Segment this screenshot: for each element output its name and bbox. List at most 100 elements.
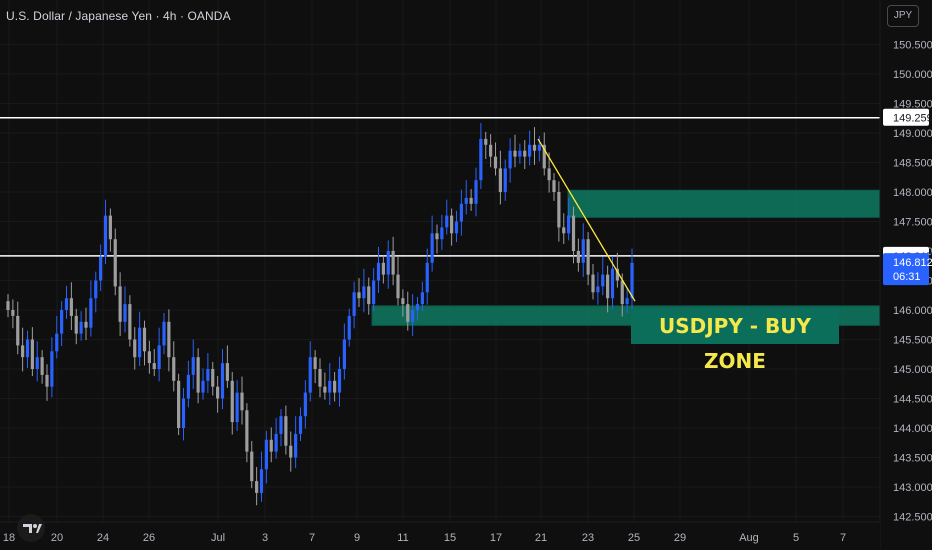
candle-body (284, 416, 288, 446)
candle-body (337, 369, 342, 393)
candle-body (177, 380, 181, 428)
price-tick-label: 142.500 (893, 512, 932, 524)
currency-button[interactable]: JPY (887, 5, 919, 27)
time-tick-label: 26 (143, 532, 155, 544)
time-tick-label: 15 (444, 532, 456, 544)
candle-body (240, 392, 244, 411)
candle-body (435, 233, 439, 240)
price-tick-label: 149.500 (893, 99, 932, 111)
candle-body (606, 274, 610, 299)
candle-body (250, 451, 254, 482)
price-tick-label: 150.000 (893, 69, 932, 81)
tradingview-logo-icon[interactable] (16, 513, 46, 543)
candle-body (357, 292, 361, 299)
candle-body (303, 392, 307, 417)
candle-body (162, 321, 166, 346)
time-tick-label: 3 (262, 532, 268, 544)
time-tick-label: 21 (535, 532, 547, 544)
time-tick-label: Jul (211, 532, 225, 544)
candle-body (440, 227, 444, 240)
price-tick-label: 147.500 (893, 217, 932, 229)
candle-body (523, 150, 527, 157)
candle-body (508, 150, 512, 169)
time-tick-label: 9 (354, 532, 360, 544)
price-tick-label: 148.000 (893, 187, 932, 199)
candle-body (513, 150, 517, 157)
candle-body (430, 233, 434, 263)
candle-body (528, 144, 532, 157)
current-price-badge (883, 253, 929, 286)
candle-body (381, 262, 385, 275)
candle-body (601, 274, 605, 287)
candle-body (625, 298, 629, 305)
buy-zone-label: USDJPY - BUY ZONE (631, 309, 839, 373)
time-axis: 18 20 24 26 Jul 3 7 9 11 15 17 21 23 25 29 Aug 5 7 (3, 532, 846, 544)
time-tick-label: 20 (51, 532, 63, 544)
candle-body (562, 227, 566, 234)
candle-body (84, 321, 88, 328)
candle-body (333, 380, 337, 393)
candle-body (25, 339, 30, 358)
candle-body (542, 144, 546, 169)
candle-body (142, 327, 147, 352)
chart-grid (0, 0, 880, 522)
time-tick-label: 29 (674, 532, 686, 544)
candle-body (532, 144, 537, 151)
candle-body (274, 433, 278, 452)
candle-body (138, 327, 142, 358)
candle-body (123, 304, 127, 322)
price-tick-label: 148.500 (893, 158, 932, 170)
candle-body (294, 433, 298, 458)
candle-body (118, 286, 122, 322)
candle-body (264, 439, 268, 470)
time-tick-label: 7 (840, 532, 846, 544)
candle-body (308, 357, 312, 393)
candle-body (50, 351, 54, 387)
candle-body (328, 380, 332, 393)
horizontal-lines-layer (0, 116, 880, 257)
candle-body (128, 304, 132, 340)
candle-body (40, 357, 44, 375)
candle-body (537, 144, 541, 151)
candle-body (186, 374, 190, 399)
candle-body (206, 369, 210, 381)
trendline (537, 138, 636, 302)
candle-body (567, 215, 571, 234)
candle-body (469, 197, 473, 204)
candle-body (581, 239, 585, 263)
candle-body (401, 298, 405, 305)
time-tick-label: 25 (628, 532, 640, 544)
candle-body (318, 369, 322, 387)
candle-body (493, 156, 498, 169)
candle-body (64, 298, 69, 310)
candle-body (279, 416, 283, 434)
candle-body (547, 168, 551, 181)
candle-body (620, 280, 624, 305)
candle-body (376, 262, 381, 281)
candle-body (484, 138, 488, 145)
candle-body (11, 310, 15, 316)
time-tick-label: Aug (739, 532, 759, 544)
candle-body (113, 239, 117, 287)
price-tick-label: 150.500 (893, 40, 932, 52)
candle-body (133, 339, 137, 358)
candle-body (479, 138, 483, 181)
candle-body (55, 333, 59, 352)
candle-body (60, 310, 64, 334)
candle-body (235, 392, 239, 423)
time-tick-label: 17 (490, 532, 502, 544)
candle-body (571, 215, 576, 251)
candle-body (386, 251, 390, 275)
candle-body (298, 416, 303, 434)
candle-body (518, 150, 522, 157)
candle-body (16, 315, 20, 346)
candle-body (172, 357, 176, 381)
candle-body (157, 345, 161, 369)
time-tick-label: 11 (397, 532, 408, 544)
candle-body (255, 481, 259, 493)
candle-body (391, 251, 395, 275)
candle-body (367, 286, 371, 305)
candle-body (99, 256, 103, 281)
candle-body (45, 374, 49, 387)
